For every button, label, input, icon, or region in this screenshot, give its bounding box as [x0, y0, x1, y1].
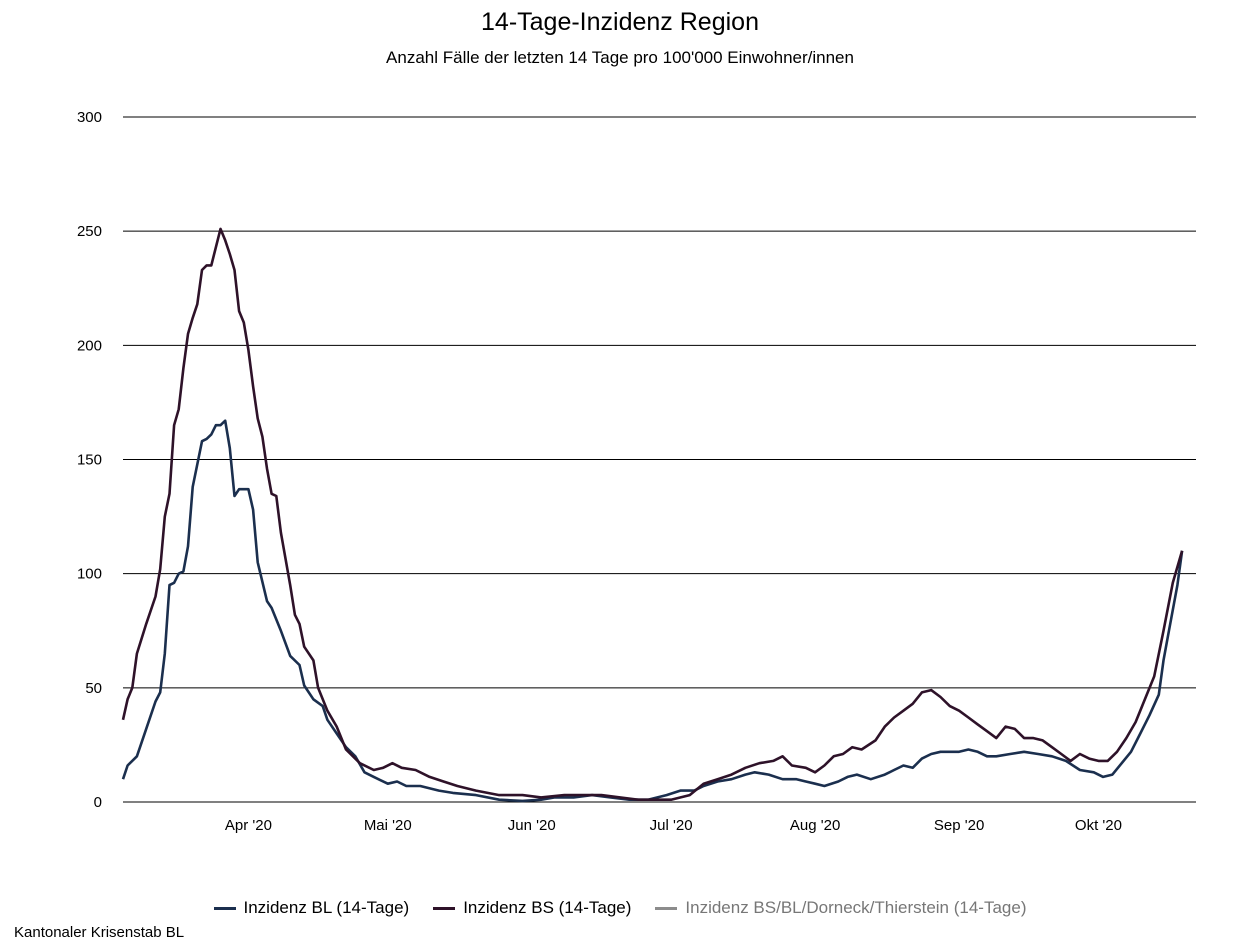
x-tick-label: Okt '20 [1075, 817, 1122, 834]
chart-title: 14-Tage-Inzidenz Region [481, 8, 759, 36]
y-tick-label: 200 [77, 337, 102, 354]
grid-lines [123, 116, 1196, 803]
x-tick-label: Apr '20 [225, 817, 272, 834]
y-axis-ticks: 0 50 100 150 200 250 300 [77, 109, 102, 811]
legend-label: Inzidenz BS/BL/Dorneck/Thierstein (14-Ta… [685, 898, 1027, 917]
source-footer: Kantonaler Krisenstab BL [14, 924, 185, 941]
y-tick-label: 50 [85, 680, 102, 697]
y-tick-label: 150 [77, 452, 102, 469]
legend-item-0: Inzidenz BL (14-Tage) [213, 898, 410, 918]
x-tick-label: Mai '20 [364, 817, 412, 834]
legend-item-1: Inzidenz BS (14-Tage) [433, 898, 631, 918]
y-tick-label: 0 [94, 794, 102, 811]
legend-label: Inzidenz BL (14-Tage) [243, 898, 410, 917]
series-line-0 [121, 419, 1184, 803]
legend: Inzidenz BL (14-Tage) Inzidenz BS (14-Tag… [0, 898, 1240, 918]
legend-swatch [213, 906, 236, 910]
x-tick-label: Jul '20 [650, 817, 693, 834]
x-axis-ticks: Apr '20 Mai '20 Jun '20 Jul '20 Aug '20 Sep '… [225, 817, 1122, 834]
x-tick-label: Aug '20 [790, 817, 840, 834]
legend-item-2: Inzidenz BS/BL/Dorneck/Thierstein (14-Ta… [655, 898, 1027, 918]
chart-subtitle: Anzahl Fälle der letzten 14 Tage pro 100… [386, 48, 854, 67]
x-tick-label: Jun '20 [508, 817, 556, 834]
y-tick-label: 300 [77, 109, 102, 126]
legend-swatch [655, 906, 678, 910]
y-tick-label: 250 [77, 223, 102, 240]
legend-swatch [433, 906, 456, 910]
series-line-1 [121, 227, 1184, 801]
y-tick-label: 100 [77, 566, 102, 583]
series-lines [121, 227, 1184, 803]
legend-label: Inzidenz BS (14-Tage) [463, 898, 632, 917]
x-tick-label: Sep '20 [934, 817, 984, 834]
